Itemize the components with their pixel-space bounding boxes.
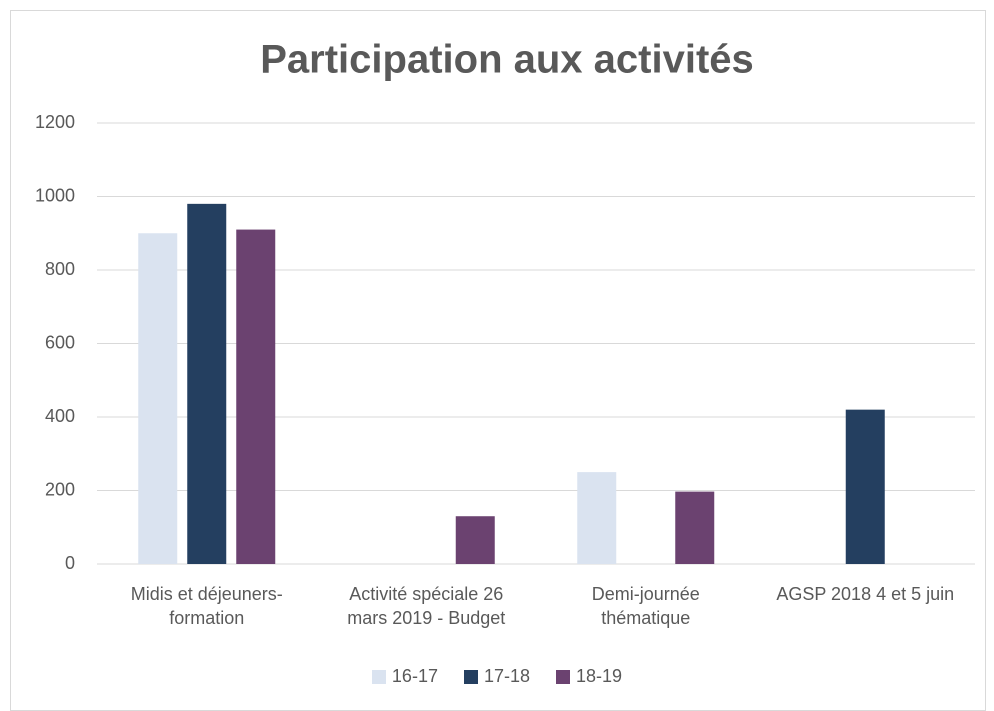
bar: [675, 491, 715, 564]
x-tick-label: AGSP 2018 4 et 5 juin: [776, 584, 955, 604]
y-tick-label: 0: [65, 553, 75, 573]
x-tick-label: Demi-journée thématique: [591, 584, 700, 628]
legend-label: 18-19: [576, 666, 623, 686]
y-tick-label: 400: [45, 406, 75, 426]
bar: [845, 409, 885, 564]
x-tick-label: Activité spéciale 26 mars 2019 - Budget: [347, 584, 506, 628]
legend-item: 18-19: [556, 666, 622, 687]
legend-label: 17-18: [483, 666, 531, 686]
y-tick-label: 200: [45, 479, 75, 499]
x-tick-label: Midis et déjeuners-formation: [130, 584, 283, 628]
y-tick-label: 800: [45, 259, 75, 279]
bar: [138, 233, 178, 564]
legend: 16-17 17-18 18-19: [0, 666, 994, 687]
y-tick-label: 600: [45, 332, 75, 352]
bar: [577, 472, 617, 564]
legend-item: 17-18: [463, 666, 531, 687]
legend-item: 16-17: [371, 666, 438, 687]
legend-swatch: [371, 669, 386, 684]
y-tick-label: 1000: [35, 185, 75, 205]
bar: [187, 203, 227, 564]
legend-swatch: [463, 669, 478, 684]
chart-title: Participation aux activités: [260, 38, 754, 82]
legend-swatch: [556, 669, 571, 684]
y-tick-label: 1200: [35, 112, 75, 132]
legend-label: 16-17: [391, 666, 438, 686]
bar: [236, 229, 276, 564]
bar: [455, 516, 495, 564]
